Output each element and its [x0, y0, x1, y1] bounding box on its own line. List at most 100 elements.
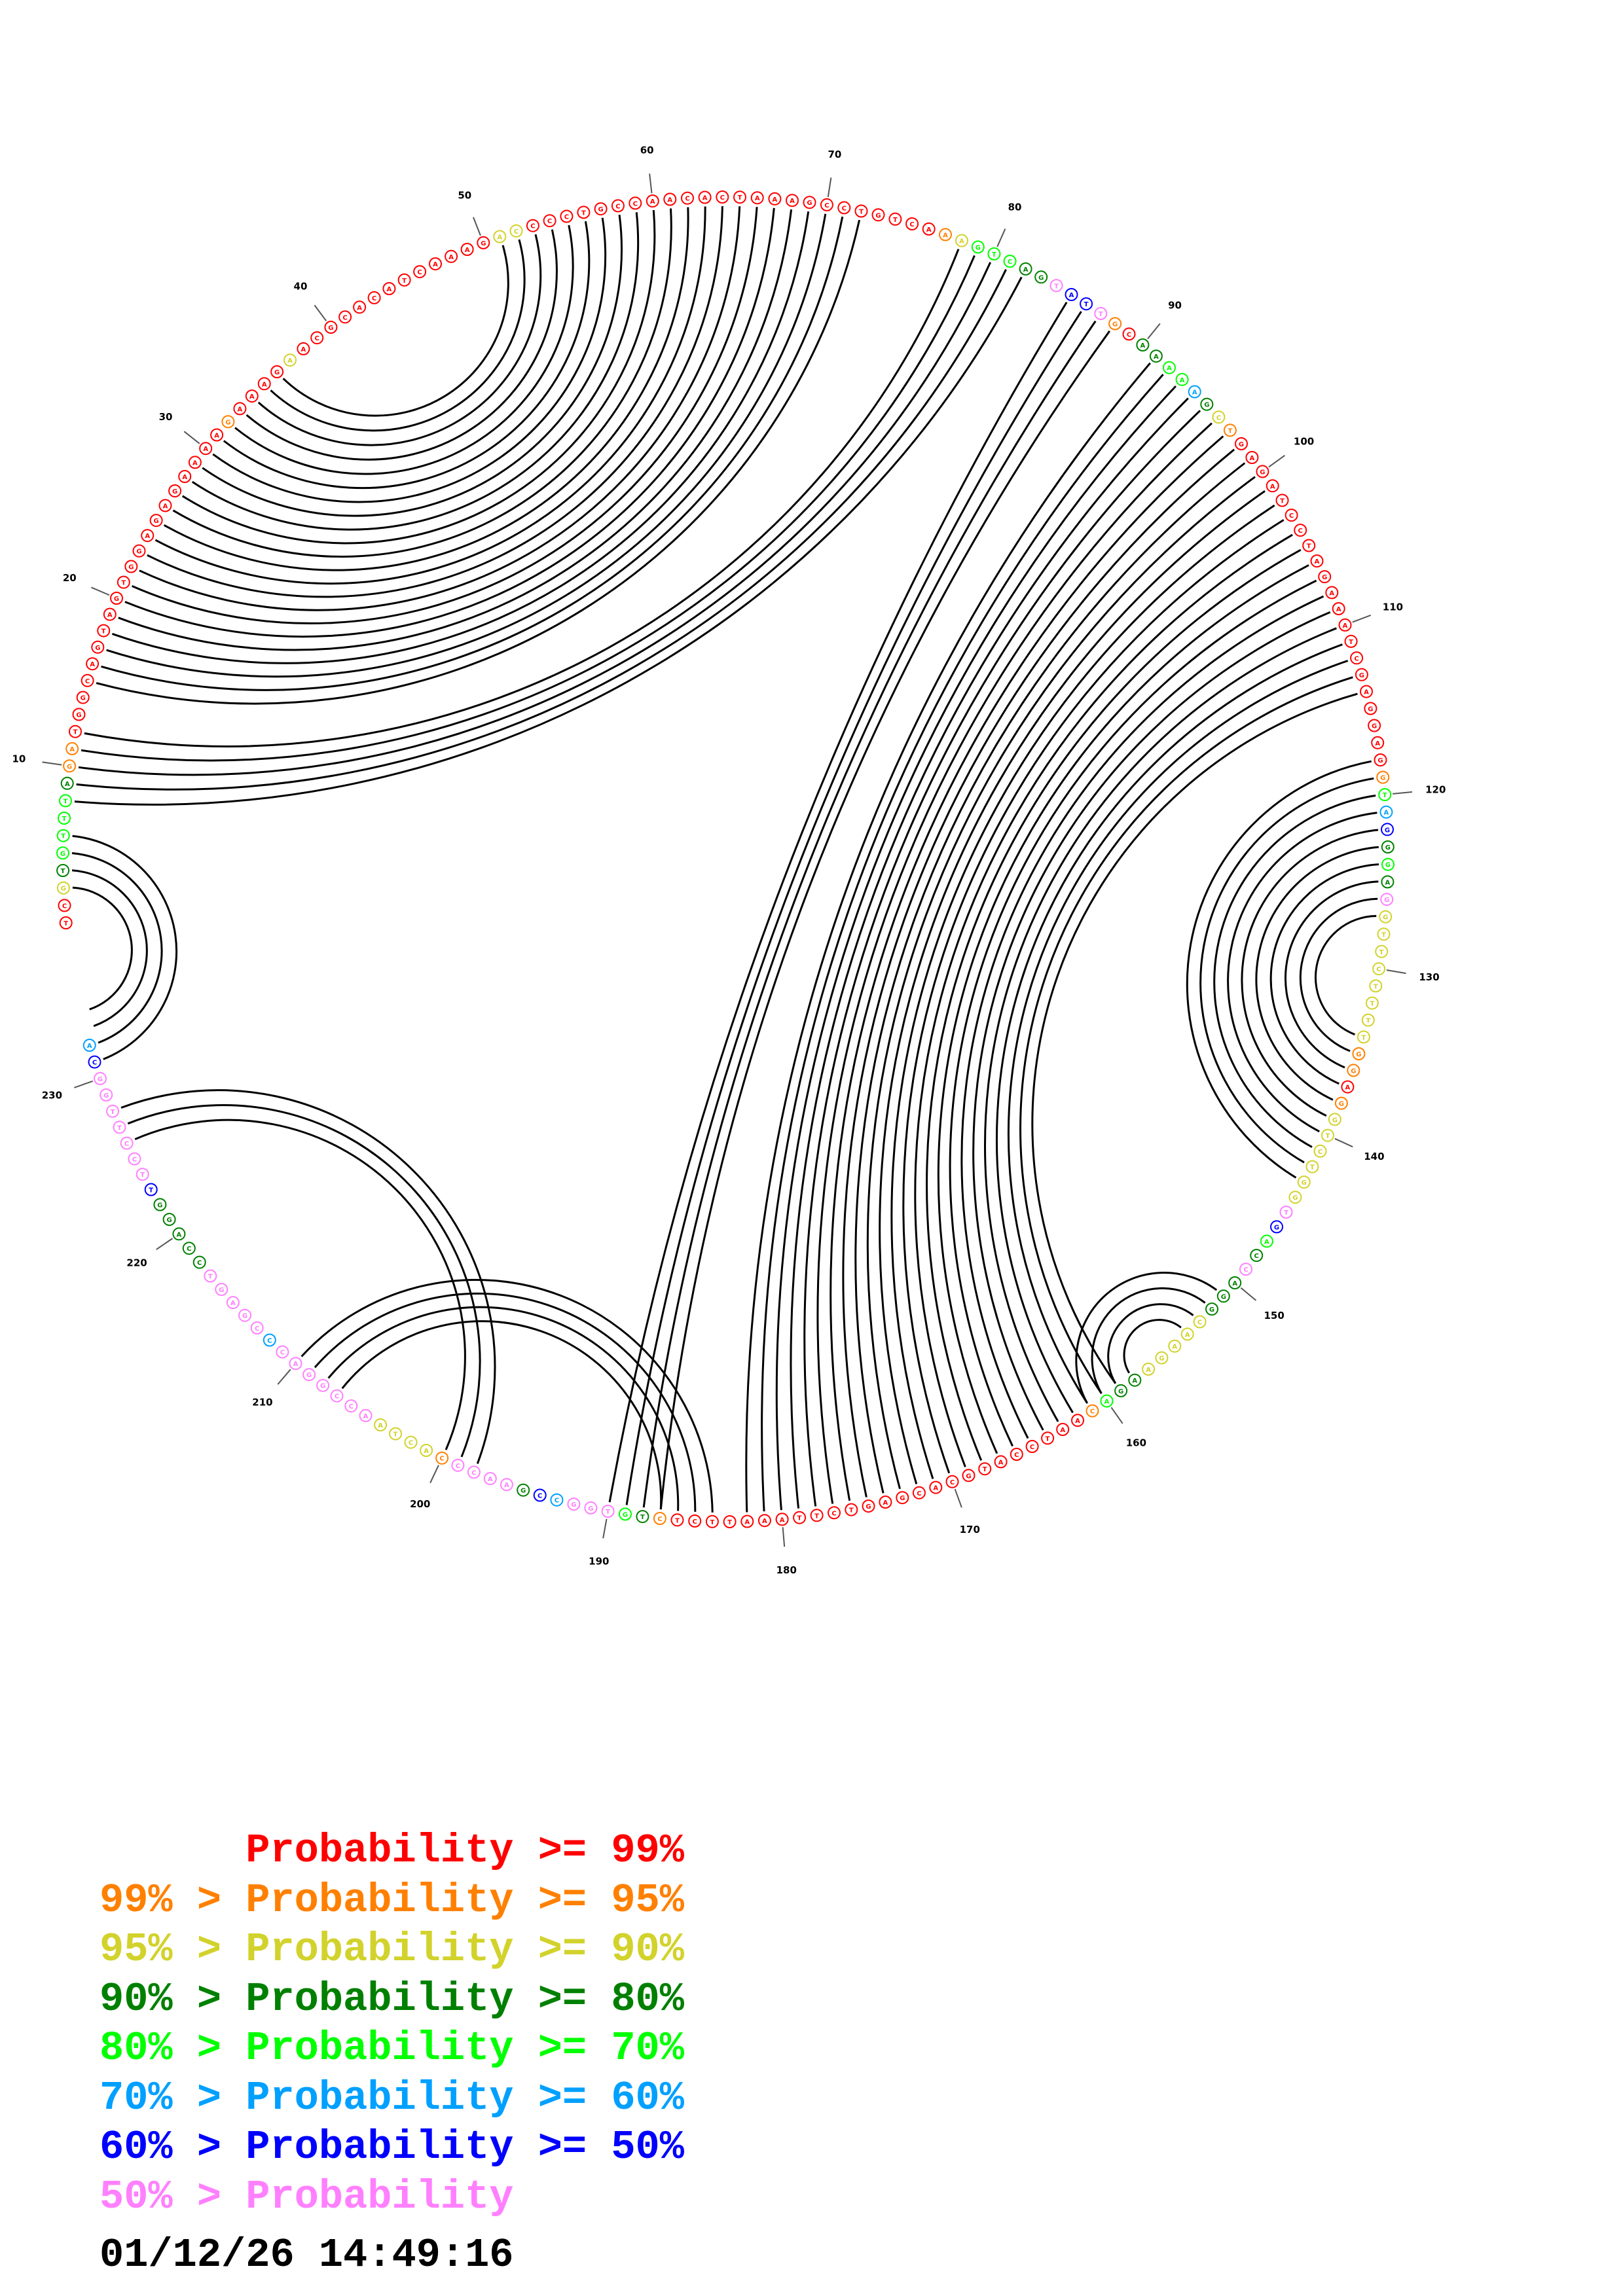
base-pair-arc	[995, 643, 1343, 1414]
nucleotide-circle	[929, 1480, 943, 1494]
nucleotide-letter: G	[1209, 1306, 1214, 1314]
base-pair-arc	[790, 397, 1189, 1509]
nucleotide-letter: C	[85, 678, 90, 685]
nucleotide: A	[1310, 554, 1324, 568]
nucleotide: G	[1270, 1220, 1283, 1234]
nucleotide: C	[526, 219, 539, 232]
nucleotide-letter: A	[1384, 810, 1389, 817]
nucleotide-circle	[330, 1389, 344, 1403]
nucleotide-letter: A	[293, 1361, 299, 1368]
nucleotide: C	[629, 196, 642, 210]
nucleotide: C	[367, 291, 381, 304]
nucleotide-letter: C	[124, 1141, 129, 1148]
nucleotide: A	[199, 442, 213, 456]
nucleotide-letter: C	[1376, 966, 1381, 973]
nucleotide: G	[1364, 702, 1377, 715]
base-pair-arc	[902, 519, 1285, 1474]
nucleotide-circle	[1334, 1096, 1348, 1110]
nucleotide-circle	[467, 1465, 481, 1479]
nucleotide: T	[793, 1511, 807, 1524]
nucleotide-circle	[1193, 1315, 1207, 1329]
nucleotide: G	[324, 321, 338, 334]
nucleotide-circle	[1374, 753, 1387, 767]
nucleotide-circle	[1019, 262, 1032, 276]
nucleotide-circle	[740, 1515, 754, 1528]
nucleotide-circle	[238, 1308, 251, 1322]
nucleotide: A	[86, 657, 100, 671]
nucleotide-circle	[1379, 910, 1393, 924]
nucleotide: T	[1302, 539, 1316, 552]
nucleotide-circle	[1375, 944, 1389, 958]
nucleotide-circle	[871, 208, 885, 222]
nucleotide-letter: C	[280, 1350, 285, 1357]
nucleotide-circle	[971, 240, 985, 254]
base-pair-arc	[1075, 1272, 1218, 1404]
nucleotide: C	[1239, 1263, 1252, 1276]
nucleotide: A	[1360, 685, 1373, 698]
nucleotide-letter: T	[73, 729, 78, 736]
nucleotide: T	[601, 1505, 615, 1518]
nucleotide-circle	[460, 243, 474, 256]
nucleotide-letter: G	[623, 1511, 628, 1518]
nucleotide-circle	[1108, 317, 1122, 331]
nucleotide: T	[117, 575, 130, 589]
position-label: 120	[1425, 783, 1446, 795]
nucleotide-circle	[1250, 1249, 1264, 1263]
nucleotide: A	[646, 194, 659, 208]
nucleotide-circle	[879, 1496, 892, 1509]
nucleotide: T	[1279, 1206, 1293, 1219]
nucleotide-letter: G	[153, 518, 158, 525]
base-pair-arc	[984, 627, 1337, 1422]
nucleotide-circle	[1381, 875, 1395, 889]
nucleotide-letter: A	[182, 474, 187, 481]
nucleotide: T	[733, 190, 746, 204]
nucleotide: A	[1056, 1423, 1070, 1436]
nucleotide-circle	[1352, 1047, 1366, 1060]
nucleotide-circle	[1350, 651, 1364, 665]
nucleotide-circle	[862, 1499, 875, 1513]
tick-line	[782, 1527, 786, 1547]
nucleotide-circle	[517, 1483, 530, 1497]
nucleotide-circle	[1355, 668, 1368, 681]
nucleotide: A	[257, 377, 271, 391]
nucleotide: G	[1114, 1384, 1128, 1397]
nucleotide-circle	[1378, 788, 1392, 802]
nucleotide-letter: A	[1192, 389, 1197, 397]
nucleotide-letter: A	[650, 198, 655, 206]
nucleotide: A	[750, 191, 764, 205]
position-label: 190	[589, 1556, 609, 1568]
nucleotide-circle	[1275, 493, 1289, 507]
nucleotide-letter: A	[1060, 1427, 1065, 1434]
legend-row: 90% > Probability >= 80%	[100, 1975, 684, 2022]
nucleotide: A	[994, 1455, 1008, 1469]
nucleotide-letter: G	[1383, 914, 1388, 922]
nucleotide-circle	[210, 428, 224, 442]
position-label: 230	[42, 1090, 62, 1102]
nucleotide: T	[577, 206, 591, 219]
base-pair-arc	[134, 1119, 466, 1450]
nucleotide: G	[862, 1499, 875, 1513]
nucleotide: C	[905, 217, 919, 230]
nucleotide-letter: C	[456, 1463, 460, 1470]
nucleotide: A	[233, 402, 247, 416]
nucleotide: C	[263, 1333, 276, 1347]
nucleotide-letter: T	[1361, 1034, 1366, 1041]
nucleotide: C	[543, 214, 556, 228]
nucleotide-circle	[374, 1418, 388, 1431]
nucleotide-letter: T	[64, 920, 68, 927]
nucleotide-letter: T	[1099, 311, 1103, 318]
nucleotide-letter: A	[497, 234, 502, 242]
nucleotide: A	[1325, 586, 1339, 600]
tick-line	[429, 1465, 439, 1484]
nucleotide-circle	[58, 812, 71, 825]
nucleotide: G	[971, 240, 985, 254]
nucleotide-circle	[1380, 893, 1394, 906]
nucleotide: T	[1369, 979, 1383, 993]
nucleotide-letter: C	[1197, 1319, 1202, 1327]
nucleotide-circle	[72, 708, 86, 721]
tick-line	[649, 173, 653, 194]
nucleotide: T	[845, 1503, 858, 1516]
nucleotide-circle	[1100, 1394, 1114, 1408]
nucleotide-letter: C	[335, 1393, 339, 1401]
nucleotide-circle	[117, 575, 130, 589]
